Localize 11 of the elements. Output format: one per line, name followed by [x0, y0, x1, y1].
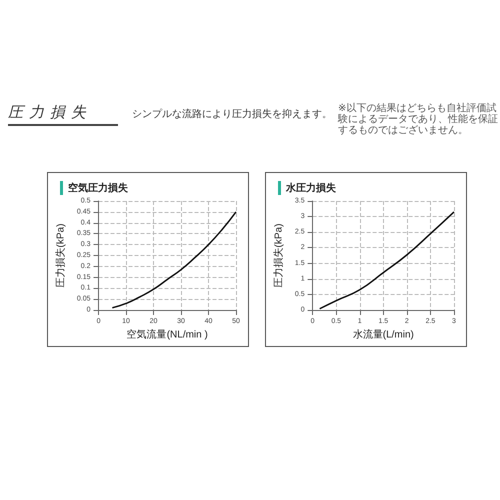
text: 圧力損失 — [8, 103, 118, 126]
x-axis-title: 水流量(L/min) — [352, 328, 414, 340]
line-series — [318, 211, 455, 310]
y-axis-title: 圧力損失(kPa) — [54, 224, 66, 288]
chart-title: 水圧力損失 — [278, 181, 336, 195]
line-series — [112, 211, 237, 309]
chart-title: 空気圧力損失 — [60, 181, 128, 195]
x-axis-title: 空気流量(NL/min ) — [126, 328, 208, 340]
y-axis-title: 圧力損失(kPa) — [272, 224, 284, 288]
text: ※以下の結果はどちらも自社評価試験によるデータであり、性能を保証するものではございません。 — [338, 103, 498, 136]
text: シンプルな流路により圧力損失を抑えます。 — [132, 108, 332, 121]
